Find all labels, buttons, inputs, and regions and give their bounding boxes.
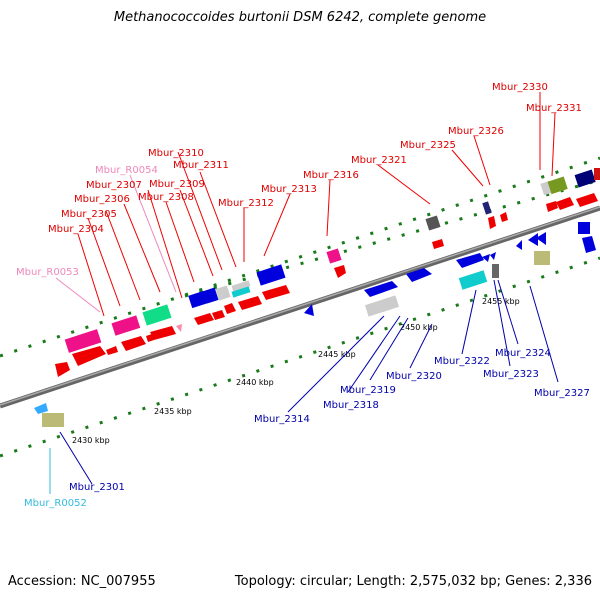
gene-feature[interactable]: [556, 197, 574, 210]
leader-lines-lower: [59, 279, 559, 485]
gene-feature[interactable]: [64, 329, 102, 353]
gene-label-mbur-2327[interactable]: Mbur_2327: [534, 388, 590, 399]
gene-feature[interactable]: [203, 287, 219, 304]
gene-label-mbur-2312[interactable]: Mbur_2312: [218, 198, 274, 209]
gene-feature[interactable]: [490, 252, 496, 260]
gene-label-mbur-2330[interactable]: Mbur_2330: [492, 82, 548, 93]
gene-feature[interactable]: [488, 216, 496, 229]
gene-label-mbur-2307[interactable]: Mbur_2307: [86, 180, 142, 191]
gene-label-mbur-2320[interactable]: Mbur_2320: [386, 371, 442, 382]
gene-label-mbur-2313[interactable]: Mbur_2313: [261, 184, 317, 195]
gene-label-mbur-r0052[interactable]: Mbur_R0052: [24, 498, 87, 509]
gene-feature[interactable]: [142, 304, 172, 326]
gene-feature[interactable]: [194, 313, 214, 325]
gene-label-mbur-2308[interactable]: Mbur_2308: [138, 192, 194, 203]
gene-feature[interactable]: [55, 362, 70, 377]
gene-feature[interactable]: [231, 286, 251, 298]
gene-feature[interactable]: [576, 193, 598, 207]
gene-label-mbur-r0054[interactable]: Mbur_R0054: [95, 165, 158, 176]
gene-feature[interactable]: [121, 336, 146, 351]
gene-feature[interactable]: [406, 268, 432, 282]
accession-label: Accession: NC_007955: [8, 574, 156, 589]
gene-label-mbur-2310[interactable]: Mbur_2310: [148, 148, 204, 159]
scale-label-2430: 2430 kbp: [72, 436, 110, 445]
gene-label-mbur-2325[interactable]: Mbur_2325: [400, 140, 456, 151]
scale-label-2445: 2445 kbp: [318, 350, 356, 359]
gene-label-mbur-2316[interactable]: Mbur_2316: [303, 170, 359, 181]
gene-feature[interactable]: [516, 240, 522, 250]
tick-track-outer-upper: [0, 156, 600, 358]
genome-title: Methanococcoides burtonii DSM 6242, comp…: [113, 10, 487, 25]
gene-label-mbur-2331[interactable]: Mbur_2331: [526, 103, 582, 114]
tick-track-lower: [0, 256, 600, 458]
gene-feature[interactable]: [582, 236, 596, 253]
gene-label-mbur-2324[interactable]: Mbur_2324: [495, 348, 551, 359]
gene-label-mbur-2319[interactable]: Mbur_2319: [340, 385, 396, 396]
gene-label-mbur-2309[interactable]: Mbur_2309: [149, 179, 205, 190]
gene-feature[interactable]: [150, 326, 176, 340]
gene-feature[interactable]: [425, 215, 441, 231]
leader-lines-upper: [77, 92, 556, 317]
gene-label-mbur-2311[interactable]: Mbur_2311: [173, 160, 229, 171]
gene-label-mbur-r0053[interactable]: Mbur_R0053: [16, 267, 79, 278]
gene-label-mbur-2301[interactable]: Mbur_2301: [69, 482, 125, 493]
gene-feature[interactable]: [215, 285, 231, 301]
gene-label-mbur-2326[interactable]: Mbur_2326: [448, 126, 504, 137]
gene-label-mbur-2306[interactable]: Mbur_2306: [74, 194, 130, 205]
gene-feature[interactable]: [262, 285, 290, 300]
gene-feature[interactable]: [536, 232, 546, 245]
gene-feature[interactable]: [492, 264, 499, 278]
gene-label-mbur-2318[interactable]: Mbur_2318: [323, 400, 379, 411]
gene-label-mbur-2322[interactable]: Mbur_2322: [434, 356, 490, 367]
gene-feature[interactable]: [547, 176, 568, 195]
gene-feature[interactable]: [188, 290, 208, 309]
gene-feature[interactable]: [231, 280, 251, 292]
scale-label-2440: 2440 kbp: [236, 378, 274, 387]
gene-feature[interactable]: [500, 212, 508, 222]
gene-feature[interactable]: [111, 315, 141, 336]
scale-label-2455: 2455 kbp: [482, 297, 520, 306]
gene-feature[interactable]: [528, 233, 538, 246]
gene-label-mbur-2304[interactable]: Mbur_2304: [48, 224, 104, 235]
scale-label-2450: 2450 kbp: [400, 323, 438, 332]
gene-label-mbur-2323[interactable]: Mbur_2323: [483, 369, 539, 380]
gene-feature[interactable]: [482, 201, 492, 215]
gene-feature[interactable]: [326, 248, 342, 264]
gene-feature[interactable]: [546, 201, 558, 212]
gene-feature[interactable]: [34, 403, 48, 414]
gene-label-mbur-2321[interactable]: Mbur_2321: [351, 155, 407, 166]
gene-feature[interactable]: [176, 324, 182, 332]
gene-feature[interactable]: [106, 346, 118, 355]
gene-feature[interactable]: [42, 413, 64, 427]
gene-feature[interactable]: [224, 303, 236, 314]
gene-feature[interactable]: [72, 346, 106, 366]
gene-feature[interactable]: [212, 310, 225, 320]
gene-feature[interactable]: [238, 296, 262, 310]
scale-label-2435: 2435 kbp: [154, 407, 192, 416]
leader-lines-rna: [55, 174, 177, 313]
gene-feature[interactable]: [534, 251, 550, 265]
genome-backbone: [0, 205, 600, 409]
gene-feature[interactable]: [458, 270, 488, 290]
genome-stats-label: Topology: circular; Length: 2,575,032 bp…: [234, 574, 592, 589]
gene-label-mbur-2314[interactable]: Mbur_2314: [254, 414, 310, 425]
gene-feature[interactable]: [482, 254, 490, 262]
gene-feature[interactable]: [364, 295, 400, 317]
gene-feature[interactable]: [578, 222, 590, 234]
gene-feature[interactable]: [594, 168, 600, 180]
genome-backbone-highlight: [0, 206, 600, 406]
gene-feature[interactable]: [432, 239, 444, 249]
gene-label-mbur-2305[interactable]: Mbur_2305: [61, 209, 117, 220]
gene-feature[interactable]: [304, 304, 314, 316]
gene-feature[interactable]: [456, 253, 484, 268]
gene-feature[interactable]: [256, 264, 286, 286]
gene-feature[interactable]: [364, 281, 398, 297]
gene-feature[interactable]: [334, 265, 346, 278]
gene-feature[interactable]: [574, 169, 596, 188]
